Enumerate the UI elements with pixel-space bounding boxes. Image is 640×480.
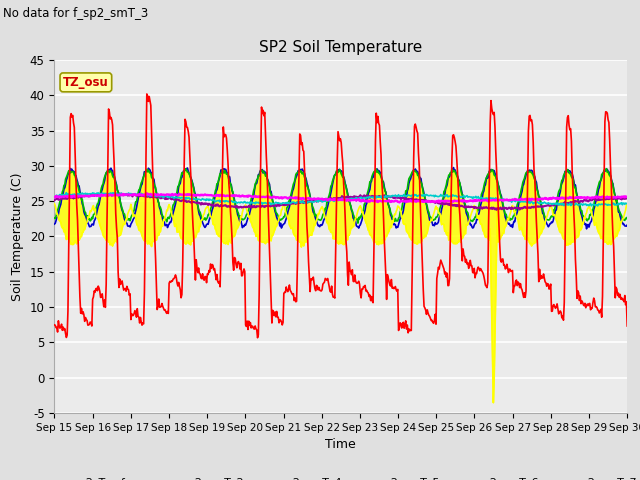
Text: TZ_osu: TZ_osu (63, 76, 109, 89)
Text: No data for f_sp2_smT_3: No data for f_sp2_smT_3 (3, 7, 148, 20)
Legend: sp2_Tsurface, sp2_smT_1, sp2_smT_2, sp2_smT_4, sp2_smT_5, sp2_smT_6, sp2_smT_7: sp2_Tsurface, sp2_smT_1, sp2_smT_2, sp2_… (40, 473, 640, 480)
Y-axis label: Soil Temperature (C): Soil Temperature (C) (12, 172, 24, 300)
Title: SP2 Soil Temperature: SP2 Soil Temperature (259, 40, 422, 55)
X-axis label: Time: Time (325, 438, 356, 451)
